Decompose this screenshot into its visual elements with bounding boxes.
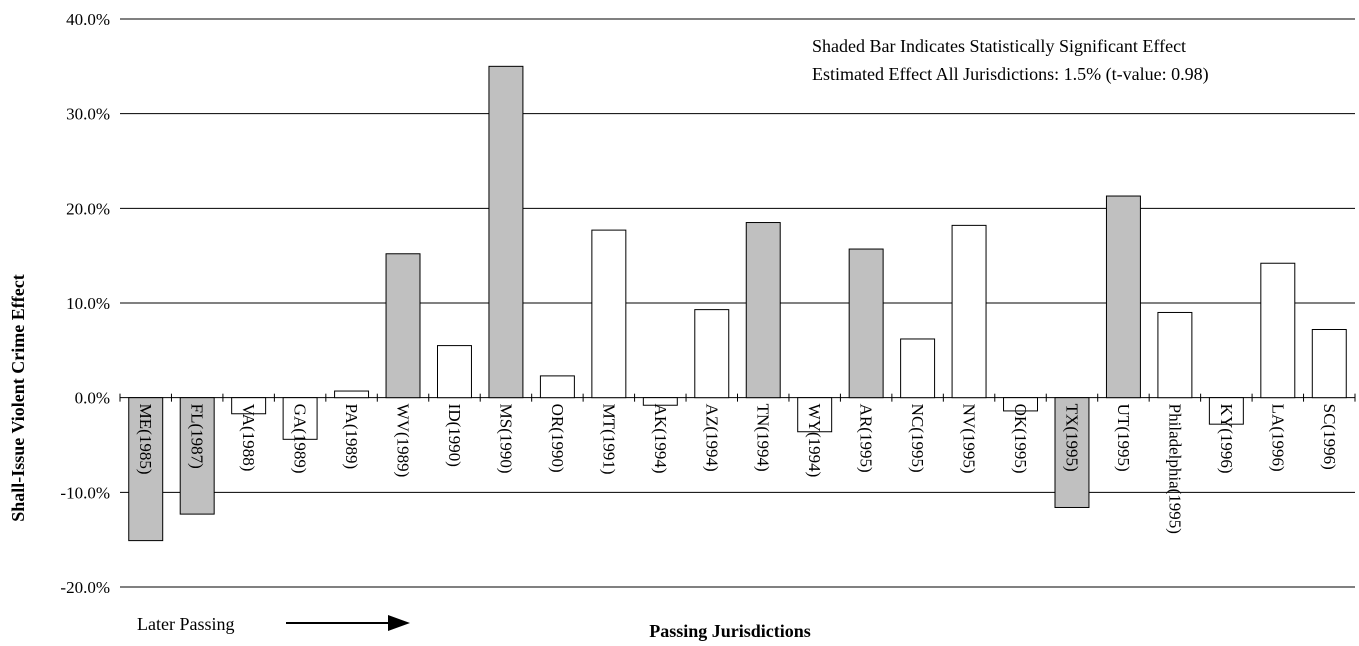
bar xyxy=(900,338,936,399)
bar xyxy=(179,397,215,515)
later-passing-label: Later Passing xyxy=(137,614,234,634)
category-label: ME(1985) xyxy=(136,404,155,475)
y-tick-label: -20.0% xyxy=(60,578,110,597)
category-label: AR(1995) xyxy=(857,404,876,473)
category-label: OK(1995) xyxy=(1011,404,1030,474)
bar xyxy=(1003,397,1039,412)
later-passing-arrow-icon xyxy=(286,615,410,631)
category-label: UT(1995) xyxy=(1114,404,1133,472)
annotation-significance: Shaded Bar Indicates Statistically Signi… xyxy=(812,36,1186,56)
y-tick-label: 10.0% xyxy=(66,294,110,313)
y-tick-label: 30.0% xyxy=(66,105,110,124)
category-label: VA(1988) xyxy=(239,404,258,472)
category-label: FL(1987) xyxy=(188,404,207,469)
x-axis-label: Passing Jurisdictions xyxy=(649,621,811,641)
y-tick-label: 0.0% xyxy=(75,389,110,408)
y-tick-label: 20.0% xyxy=(66,199,110,218)
category-label: KY(1996) xyxy=(1217,404,1236,474)
category-label: AK(1994) xyxy=(651,404,670,474)
category-label: GA(1989) xyxy=(291,404,310,474)
bar xyxy=(797,397,833,433)
bar xyxy=(1054,397,1090,508)
bar xyxy=(1311,329,1347,399)
category-label: TN(1994) xyxy=(754,404,773,472)
category-label: TX(1995) xyxy=(1062,404,1081,472)
bar xyxy=(488,65,524,399)
bar xyxy=(1260,262,1296,399)
y-axis-tick-labels: 40.0% 30.0% 20.0% 10.0% 0.0% -10.0% -20.0% xyxy=(60,10,110,597)
bar xyxy=(436,345,472,399)
category-label: Philadelphia(1995) xyxy=(1165,404,1184,534)
category-label: PA(1989) xyxy=(342,404,361,470)
bar xyxy=(591,229,627,399)
category-label: ID(1990) xyxy=(445,404,464,467)
bar xyxy=(231,397,267,415)
bar xyxy=(539,375,575,399)
y-tick-label: 40.0% xyxy=(66,10,110,29)
bar xyxy=(1208,397,1244,425)
category-label: SC(1996) xyxy=(1320,404,1339,470)
bar xyxy=(128,397,164,542)
y-tick-label: -10.0% xyxy=(60,483,110,502)
bar xyxy=(334,390,370,399)
category-label: MS(1990) xyxy=(496,404,515,474)
bar xyxy=(745,222,781,399)
bar xyxy=(1157,311,1193,399)
category-label: NC(1995) xyxy=(908,404,927,473)
bar xyxy=(848,248,884,399)
bar xyxy=(282,397,318,440)
annotation-overall-effect: Estimated Effect All Jurisdictions: 1.5%… xyxy=(812,64,1209,85)
bar xyxy=(642,397,678,406)
y-axis-label: Shall-Issue Violent Crime Effect xyxy=(8,274,28,521)
bar xyxy=(385,253,421,399)
category-label: OR(1990) xyxy=(548,404,567,473)
category-label: NV(1995) xyxy=(960,404,979,474)
category-label: AZ(1994) xyxy=(702,404,721,472)
category-labels: ME(1985) FL(1987) VA(1988) GA(1989) PA(1989)… xyxy=(136,404,1339,534)
bar xyxy=(694,309,730,399)
category-label: WY(1994) xyxy=(805,404,824,478)
bars xyxy=(119,65,1356,542)
category-label: LA(1996) xyxy=(1268,404,1287,472)
category-label: WV(1989) xyxy=(394,404,413,478)
category-label: MT(1991) xyxy=(599,404,618,475)
bar xyxy=(1105,195,1141,399)
bar xyxy=(951,224,987,399)
